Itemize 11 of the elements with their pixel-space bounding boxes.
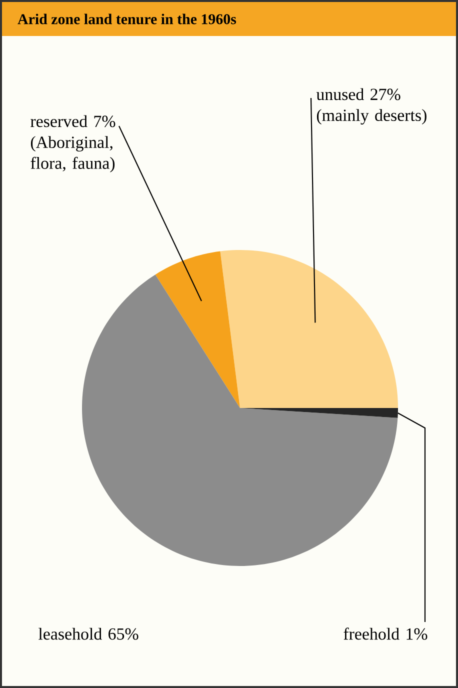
slice-label: leasehold (38, 628, 102, 640)
text: (Aboriginal, flora, fauna) (30, 136, 115, 172)
data-label: 1% (406, 628, 428, 640)
data-label: 7% (94, 116, 116, 128)
text: (mainly deserts) (316, 109, 426, 125)
data-label: 65% (108, 628, 138, 640)
chart-title: Arid zone land tenure in the 1960s (18, 14, 236, 24)
slice-label: reserved (30, 115, 88, 128)
slice-label: freehold (344, 628, 400, 640)
data-label: 27% (370, 88, 400, 100)
slice-label: unused (316, 88, 364, 100)
